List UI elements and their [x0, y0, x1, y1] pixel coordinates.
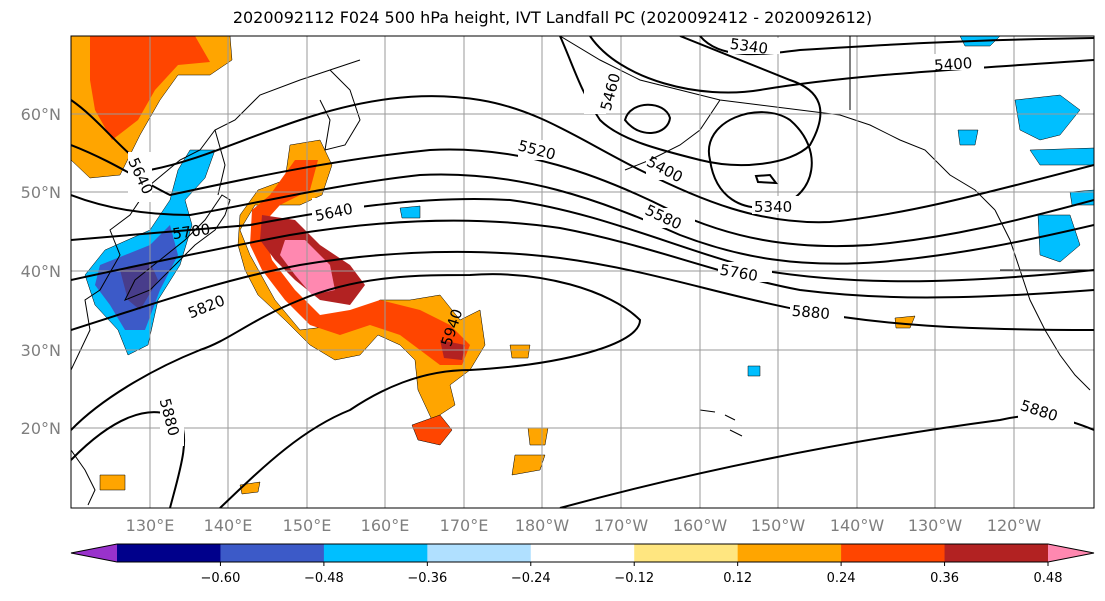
lon-label: 180°W	[515, 516, 570, 535]
negative-region	[747, 365, 761, 377]
negative-region	[1029, 147, 1094, 166]
lat-label: 60°N	[21, 105, 61, 124]
lon-label: 130°E	[126, 516, 175, 535]
positive-region	[99, 474, 126, 491]
contour-line	[559, 36, 822, 166]
colorbar-segment	[944, 544, 1049, 562]
lon-label: 150°E	[283, 516, 332, 535]
contour-line	[71, 273, 642, 508]
lon-label: 150°W	[751, 516, 806, 535]
contour-line	[623, 103, 672, 134]
lon-label: 170°E	[440, 516, 489, 535]
colorbar-tick-label: −0.60	[201, 571, 241, 586]
colorbar-extend-low	[71, 544, 117, 562]
lon-label: 160°W	[673, 516, 728, 535]
kamchatka-coastline	[319, 69, 361, 151]
contour-line	[754, 173, 779, 185]
lat-label: 50°N	[21, 183, 61, 202]
graticule	[71, 36, 1094, 508]
lat-label: 40°N	[21, 262, 61, 281]
colorbar-segment	[323, 544, 428, 562]
lon-label: 140°E	[204, 516, 253, 535]
lat-label: 30°N	[21, 341, 61, 360]
contour-line	[71, 198, 1094, 283]
colorbar-tick-label: 0.24	[827, 571, 856, 586]
hawaii-islands	[699, 409, 743, 437]
height-contours	[71, 36, 1094, 508]
asia-coastline	[71, 59, 361, 371]
na-coastline	[994, 209, 1091, 391]
contour-line	[707, 111, 813, 209]
negative-region	[1037, 214, 1081, 263]
contour-label: 5340	[729, 35, 769, 58]
colorbar-segment	[220, 544, 325, 562]
map-frame	[70, 35, 1095, 509]
negative-region	[399, 205, 421, 219]
positive-region	[411, 414, 453, 446]
colorbar-segment	[634, 544, 739, 562]
colorbar-segment	[841, 544, 946, 562]
contour-line	[71, 219, 1094, 299]
colorbar-segment	[737, 544, 842, 562]
colorbar-tick-label: 0.48	[1034, 571, 1063, 586]
contour-label: 5400	[934, 54, 973, 75]
positive-region	[250, 160, 470, 365]
colorbar-segment	[427, 544, 532, 562]
colorbar-tick-label: −0.48	[304, 571, 344, 586]
colorbar-tick-label: −0.36	[407, 571, 447, 586]
alaska-peninsula	[624, 99, 721, 171]
lon-label: 130°W	[908, 516, 963, 535]
negative-region	[957, 129, 979, 146]
colorbar-tick-label: 0.12	[723, 571, 752, 586]
contour-label: 5700	[171, 220, 211, 243]
colorbar-outline	[70, 543, 1095, 563]
negative-region	[1014, 94, 1081, 141]
colorbar-tick-label: −0.12	[614, 571, 654, 586]
colorbar-tick-label: −0.24	[511, 571, 551, 586]
philippines	[71, 449, 96, 506]
lon-label: 140°W	[830, 516, 885, 535]
lat-label: 20°N	[21, 419, 61, 438]
contour-line	[71, 173, 1094, 265]
latitude-labels: 60°N 50°N 40°N 30°N 20°N	[21, 105, 61, 438]
colorbar-segment	[117, 544, 221, 562]
map-background	[71, 36, 1094, 508]
contour-label: 5340	[754, 198, 792, 216]
positive-region	[527, 427, 549, 446]
colorbar-segment	[530, 544, 635, 562]
colorbar-extend-high	[1048, 544, 1094, 562]
contour-line	[71, 144, 1094, 248]
plot-title: 2020092112 F024 500 hPa height, IVT Land…	[232, 8, 873, 27]
colorbar-tick-label: 0.36	[930, 571, 959, 586]
positive-region	[509, 344, 531, 359]
longitude-labels: 130°E 140°E 150°E 160°E 170°E 180°W 170°…	[126, 516, 1042, 535]
positive-region	[511, 454, 546, 476]
contour-line	[71, 95, 1094, 224]
lon-label: 120°W	[987, 516, 1042, 535]
contour-line	[71, 250, 1094, 331]
contour-label: 5880	[791, 302, 831, 323]
lon-label: 170°W	[594, 516, 649, 535]
lon-label: 160°E	[361, 516, 410, 535]
colorbar: −0.60 −0.48 −0.36 −0.24 −0.12 0.12 0.24 0.36 0.4…	[70, 543, 1095, 586]
